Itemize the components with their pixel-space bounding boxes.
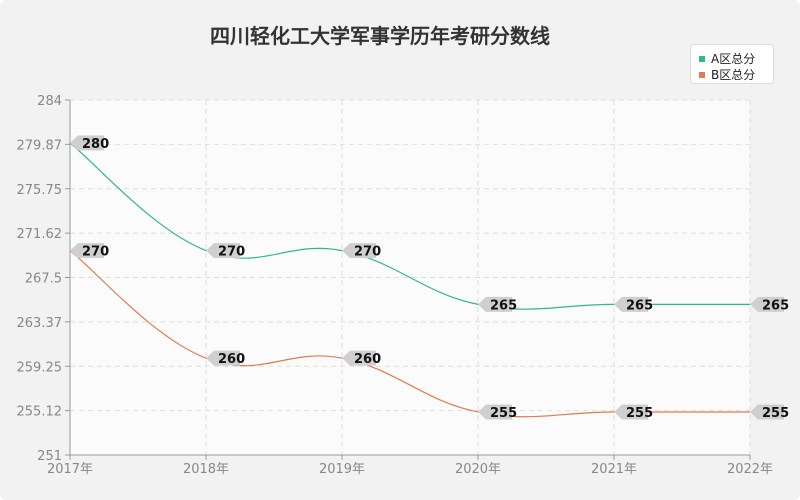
y-tick-label: 263.37 bbox=[17, 316, 63, 331]
legend-swatch-b bbox=[699, 71, 705, 78]
legend-label-a: A区总分 bbox=[711, 52, 756, 66]
x-tick-label: 2020年 bbox=[455, 462, 501, 477]
x-tick-label: 2019年 bbox=[319, 462, 365, 477]
x-tick-label: 2022年 bbox=[727, 462, 773, 477]
y-tick-label: 275.75 bbox=[17, 183, 63, 198]
data-label: 265 bbox=[762, 298, 789, 313]
y-tick-label: 279.87 bbox=[17, 138, 63, 153]
data-label: 270 bbox=[218, 245, 245, 260]
data-label: 255 bbox=[490, 406, 517, 421]
data-label: 280 bbox=[82, 137, 109, 152]
data-label-bg bbox=[342, 243, 376, 259]
data-label: 265 bbox=[490, 298, 517, 313]
data-label-bg bbox=[342, 350, 376, 366]
data-label-bg bbox=[206, 243, 240, 259]
legend-swatch-a bbox=[699, 55, 705, 62]
x-tick-label: 2021年 bbox=[591, 462, 637, 477]
x-tick-label: 2017年 bbox=[47, 462, 93, 477]
data-label: 255 bbox=[762, 406, 789, 421]
data-label: 270 bbox=[82, 245, 109, 260]
y-tick-label: 267.5 bbox=[25, 272, 62, 287]
data-label: 260 bbox=[354, 352, 381, 367]
legend: A区总分 B区总分 bbox=[690, 44, 774, 84]
y-tick-label: 284 bbox=[37, 94, 62, 109]
data-label-bg bbox=[70, 135, 104, 151]
data-label: 260 bbox=[218, 352, 245, 367]
x-tick-label: 2018年 bbox=[183, 462, 229, 477]
legend-item-a[interactable]: A区总分 bbox=[699, 50, 755, 67]
y-tick-label: 251 bbox=[37, 449, 62, 464]
data-label-bg bbox=[614, 404, 648, 420]
data-label-bg bbox=[478, 404, 512, 420]
data-label-bg bbox=[614, 296, 648, 312]
data-label-bg bbox=[70, 243, 104, 259]
data-label: 265 bbox=[626, 298, 653, 313]
legend-item-b[interactable]: B区总分 bbox=[699, 66, 755, 83]
data-label-bg bbox=[478, 296, 512, 312]
data-label-bg bbox=[750, 296, 784, 312]
data-label-bg bbox=[206, 350, 240, 366]
y-tick-label: 259.25 bbox=[17, 360, 63, 375]
data-label: 270 bbox=[354, 245, 381, 260]
y-tick-label: 271.62 bbox=[17, 227, 63, 242]
y-tick-label: 255.12 bbox=[17, 405, 63, 420]
data-label: 255 bbox=[626, 406, 653, 421]
legend-label-b: B区总分 bbox=[711, 68, 756, 82]
chart-title: 四川轻化工大学军事学历年考研分数线 bbox=[210, 24, 550, 48]
data-label-bg bbox=[750, 404, 784, 420]
